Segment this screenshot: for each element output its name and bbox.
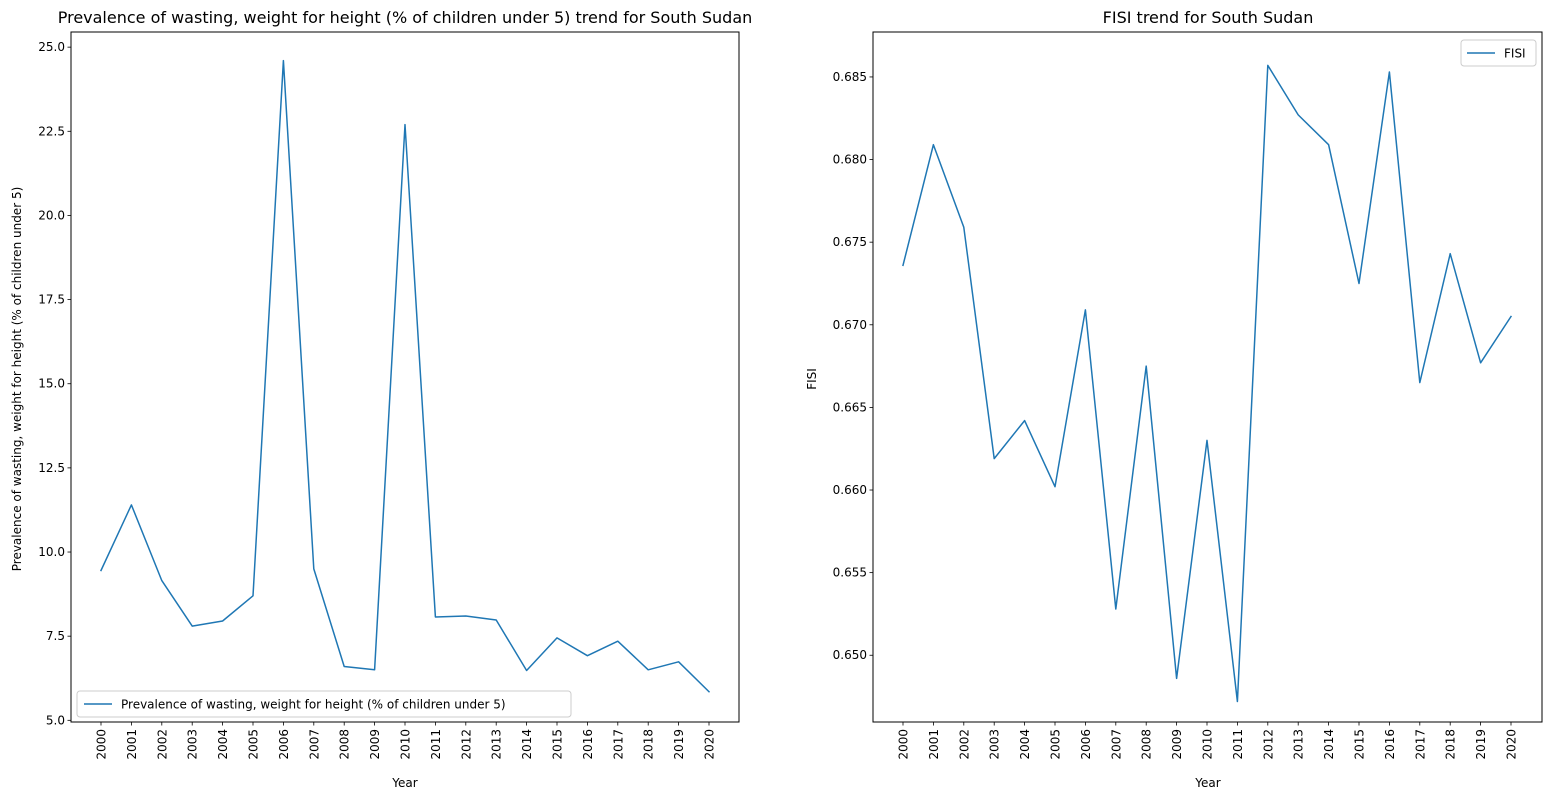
wasting-chart-ticks: 5.0 7.5 10.0 12.5 15.0 17.5 20.0 22.5 25.0 2000 20… xyxy=(38,40,716,759)
fisi-chart-ylabel: FISI xyxy=(805,368,819,390)
fisi-xtick-label: 2005 xyxy=(1049,729,1063,760)
fisi-xtick-label: 2009 xyxy=(1170,729,1184,760)
wasting-chart-legend: Prevalence of wasting, weight for height… xyxy=(76,690,572,718)
fisi-xtick-label: 2002 xyxy=(957,729,971,760)
wasting-xtick-label: 2007 xyxy=(307,729,321,760)
fisi-chart-title: FISI trend for South Sudan xyxy=(1103,8,1314,27)
wasting-xtick-label: 2015 xyxy=(551,729,565,760)
fisi-legend-label: FISI xyxy=(1504,47,1526,61)
wasting-ytick-label: 15.0 xyxy=(38,377,65,391)
wasting-xtick-label: 2004 xyxy=(216,729,230,760)
fisi-series-line xyxy=(902,64,1513,703)
fisi-ytick-label: 0.680 xyxy=(833,153,867,167)
wasting-xtick-label: 2012 xyxy=(459,729,473,760)
wasting-chart: Prevalence of wasting, weight for height… xyxy=(10,8,752,790)
fisi-xtick-label: 2001 xyxy=(927,729,941,760)
wasting-ytick-label: 22.5 xyxy=(38,124,65,138)
fisi-chart-xlabel: Year xyxy=(1194,776,1220,790)
fisi-chart-series xyxy=(902,64,1513,703)
fisi-chart: FISI trend for South Sudan FISI Year 0.6… xyxy=(805,8,1543,790)
fisi-xtick-label: 2003 xyxy=(988,729,1002,760)
fisi-xtick-label: 2008 xyxy=(1140,729,1154,760)
wasting-xtick-label: 2009 xyxy=(368,729,382,760)
fisi-ytick-label: 0.660 xyxy=(833,483,867,497)
wasting-chart-ylabel: Prevalence of wasting, weight for height… xyxy=(10,187,24,572)
wasting-chart-title: Prevalence of wasting, weight for height… xyxy=(58,8,753,27)
wasting-xtick-label: 2003 xyxy=(186,729,200,760)
wasting-xtick-label: 2018 xyxy=(642,729,656,760)
wasting-xtick-label: 2002 xyxy=(155,729,169,760)
fisi-xtick-label: 2016 xyxy=(1383,729,1397,760)
fisi-xtick-label: 2020 xyxy=(1505,729,1519,760)
fisi-xtick-label: 2004 xyxy=(1018,729,1032,760)
wasting-xtick-label: 2020 xyxy=(703,729,717,760)
wasting-xtick-label: 2019 xyxy=(672,729,686,760)
wasting-ytick-label: 7.5 xyxy=(46,629,65,643)
wasting-ytick-label: 25.0 xyxy=(38,40,65,54)
wasting-ytick-label: 12.5 xyxy=(38,461,65,475)
wasting-xtick-label: 2005 xyxy=(247,729,261,760)
fisi-xtick-label: 2007 xyxy=(1109,729,1123,760)
wasting-xtick-label: 2014 xyxy=(520,729,534,760)
fisi-chart-ticks: 0.650 0.655 0.660 0.665 0.670 0.675 0.680 0.685… xyxy=(833,70,1519,760)
wasting-xtick-label: 2000 xyxy=(95,729,109,760)
fisi-chart-frame xyxy=(872,31,1543,723)
wasting-xtick-label: 2013 xyxy=(490,729,504,760)
wasting-xtick-label: 2017 xyxy=(611,729,625,760)
wasting-ytick-label: 5.0 xyxy=(46,713,65,727)
fisi-xtick-label: 2015 xyxy=(1353,729,1367,760)
fisi-ytick-label: 0.650 xyxy=(833,648,867,662)
fisi-xtick-label: 2011 xyxy=(1231,729,1245,760)
wasting-xtick-label: 2006 xyxy=(277,729,291,760)
wasting-chart-series xyxy=(100,59,711,693)
wasting-xtick-label: 2008 xyxy=(338,729,352,760)
wasting-xtick-label: 2016 xyxy=(581,729,595,760)
fisi-xtick-label: 2006 xyxy=(1079,729,1093,760)
fisi-chart-legend: FISI xyxy=(1460,39,1537,67)
fisi-legend-box xyxy=(1460,39,1537,67)
wasting-legend-box xyxy=(76,690,572,718)
fisi-ytick-label: 0.685 xyxy=(833,70,867,84)
wasting-series-line xyxy=(100,59,711,693)
wasting-ytick-label: 17.5 xyxy=(38,293,65,307)
wasting-xtick-label: 2011 xyxy=(429,729,443,760)
wasting-legend-label: Prevalence of wasting, weight for height… xyxy=(121,698,506,712)
wasting-ytick-label: 10.0 xyxy=(38,545,65,559)
fisi-xtick-label: 2018 xyxy=(1444,729,1458,760)
wasting-xtick-label: 2010 xyxy=(399,729,413,760)
wasting-chart-xlabel: Year xyxy=(391,776,417,790)
fisi-xtick-label: 2000 xyxy=(897,729,911,760)
wasting-ytick-label: 20.0 xyxy=(38,208,65,222)
wasting-xtick-label: 2001 xyxy=(125,729,139,760)
wasting-chart-frame xyxy=(70,31,740,723)
fisi-ytick-label: 0.675 xyxy=(833,235,867,249)
fisi-xtick-label: 2013 xyxy=(1292,729,1306,760)
fisi-ytick-label: 0.670 xyxy=(833,318,867,332)
fisi-xtick-label: 2012 xyxy=(1261,729,1275,760)
fisi-ytick-label: 0.665 xyxy=(833,400,867,414)
fisi-xtick-label: 2014 xyxy=(1322,729,1336,760)
fisi-xtick-label: 2019 xyxy=(1474,729,1488,760)
fisi-xtick-label: 2017 xyxy=(1413,729,1427,760)
fisi-ytick-label: 0.655 xyxy=(833,566,867,580)
fisi-xtick-label: 2010 xyxy=(1201,729,1215,760)
